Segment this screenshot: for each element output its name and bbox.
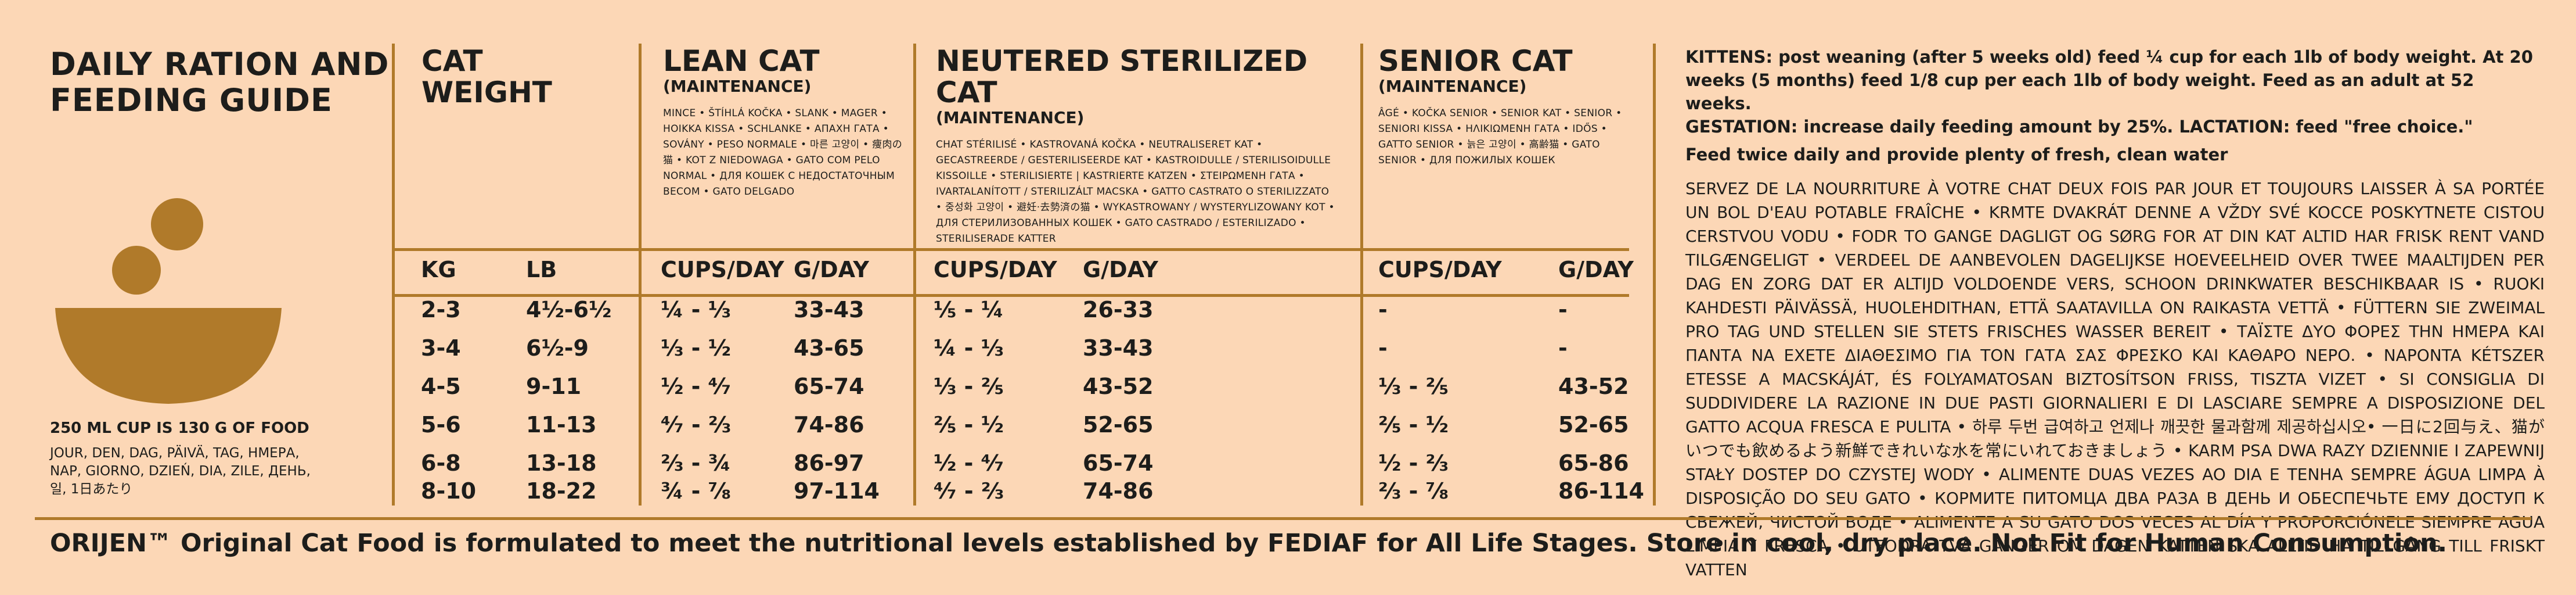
neutered-cups-header: CUPS/DAY bbox=[934, 257, 1057, 282]
table-row: 8-10 18-22 ¾ - ⅞ 97-114 ⁴⁄₇ - ⅔ 74-86 ⅔ … bbox=[0, 475, 1649, 507]
cell-lb: 18-22 bbox=[526, 478, 597, 504]
cell-lean-cups: ¼ - ⅓ bbox=[661, 297, 731, 322]
senior-cups-header: CUPS/DAY bbox=[1378, 257, 1502, 282]
lean-cups-header: CUPS/DAY bbox=[661, 257, 784, 282]
cell-neutered-g: 26-33 bbox=[1083, 297, 1154, 322]
twice-daily-translations: SERVEZ DE LA NOURRITURE À VOTRE CHAT DEU… bbox=[1685, 179, 2545, 579]
cell-lean-cups: ⅓ - ½ bbox=[661, 335, 731, 361]
footer-statement: ORIJEN™ Original Cat Food is formulated … bbox=[50, 529, 2447, 558]
cell-senior-g: - bbox=[1558, 297, 1568, 322]
unit-lb: LB bbox=[526, 257, 557, 282]
cell-senior-cups: - bbox=[1378, 335, 1388, 361]
cup-note: 250 ML CUP IS 130 G OF FOOD bbox=[50, 420, 309, 437]
cell-lb: 13-18 bbox=[526, 450, 597, 476]
cup-note-translations: JOUR, DEN, DAG, PÄIVÄ, TAG, ΗΜΕΡΑ, NAP, … bbox=[50, 446, 311, 497]
cell-lb: 9-11 bbox=[526, 374, 582, 399]
cell-kg: 5-6 bbox=[421, 412, 461, 438]
unit-kg: KG bbox=[421, 257, 456, 282]
cell-lean-cups: ⁴⁄₇ - ⅔ bbox=[661, 412, 732, 438]
divider bbox=[1653, 44, 1656, 506]
senior-g-header: G/DAY bbox=[1558, 257, 1634, 282]
cell-neutered-cups: ⅖ - ½ bbox=[934, 412, 1004, 438]
cell-lean-g: 74-86 bbox=[794, 412, 864, 438]
cell-senior-g: - bbox=[1558, 335, 1568, 361]
cell-neutered-g: 43-52 bbox=[1083, 374, 1154, 399]
table-header-rule bbox=[392, 248, 1629, 251]
table-row: 6-8 13-18 ⅔ - ¾ 86-97 ½ - ⁴⁄₇ 65-74 ½ - … bbox=[0, 447, 1649, 479]
cell-kg: 8-10 bbox=[421, 478, 477, 504]
weight-column-title: CAT WEIGHT bbox=[421, 44, 552, 109]
table-body-rule bbox=[392, 294, 1629, 297]
cell-neutered-g: 65-74 bbox=[1083, 450, 1154, 476]
divider bbox=[639, 44, 642, 506]
cell-lean-g: 97-114 bbox=[794, 478, 880, 504]
cell-lb: 6½-9 bbox=[526, 335, 589, 361]
neutered-g-header: G/DAY bbox=[1083, 257, 1158, 282]
divider bbox=[1360, 44, 1363, 506]
divider bbox=[913, 44, 916, 506]
bowl-with-kibble-icon bbox=[55, 198, 282, 404]
cell-lb: 4½-6½ bbox=[526, 297, 612, 322]
cell-neutered-cups: ⁴⁄₇ - ⅔ bbox=[934, 478, 1004, 504]
cell-senior-cups: ⅖ - ½ bbox=[1378, 412, 1449, 438]
cell-neutered-cups: ⅕ - ¼ bbox=[934, 297, 1004, 322]
cell-lean-g: 86-97 bbox=[794, 450, 864, 476]
cell-lb: 11-13 bbox=[526, 412, 597, 438]
cell-neutered-g: 74-86 bbox=[1083, 478, 1154, 504]
divider bbox=[392, 44, 395, 506]
cell-lean-g: 33-43 bbox=[794, 297, 864, 322]
page-title: DAILY RATION AND FEEDING GUIDE bbox=[50, 46, 390, 119]
cell-senior-cups: ½ - ⅔ bbox=[1378, 450, 1449, 476]
cell-neutered-cups: ¼ - ⅓ bbox=[934, 335, 1004, 361]
table-row: 5-6 11-13 ⁴⁄₇ - ⅔ 74-86 ⅖ - ½ 52-65 ⅖ - … bbox=[0, 408, 1649, 441]
kittens-note: KITTENS: post weaning (after 5 weeks old… bbox=[1685, 47, 2533, 113]
cell-kg: 2-3 bbox=[421, 297, 461, 322]
table-row: 3-4 6½-9 ⅓ - ½ 43-65 ¼ - ⅓ 33-43 - - bbox=[0, 332, 1649, 364]
cell-neutered-g: 33-43 bbox=[1083, 335, 1154, 361]
footer-rule bbox=[35, 517, 2531, 520]
cell-senior-cups: ⅓ - ⅖ bbox=[1378, 374, 1449, 399]
feeding-notes: KITTENS: post weaning (after 5 weeks old… bbox=[1685, 45, 2545, 582]
table-row: 4-5 9-11 ½ - ⁴⁄₇ 65-74 ⅓ - ⅖ 43-52 ⅓ - ⅖… bbox=[0, 370, 1649, 403]
cell-senior-cups: ⅔ - ⅞ bbox=[1378, 478, 1449, 504]
gestation-note: GESTATION: increase daily feeding amount… bbox=[1685, 117, 2473, 137]
table-row: 2-3 4½-6½ ¼ - ⅓ 33-43 ⅕ - ¼ 26-33 - - bbox=[0, 293, 1649, 326]
cell-kg: 3-4 bbox=[421, 335, 461, 361]
cell-lean-g: 65-74 bbox=[794, 374, 864, 399]
cell-lean-cups: ⅔ - ¾ bbox=[661, 450, 731, 476]
cell-senior-g: 65-86 bbox=[1558, 450, 1629, 476]
cell-lean-g: 43-65 bbox=[794, 335, 864, 361]
cell-senior-g: 52-65 bbox=[1558, 412, 1629, 438]
cell-neutered-cups: ½ - ⁴⁄₇ bbox=[934, 450, 1004, 476]
lean-g-header: G/DAY bbox=[794, 257, 869, 282]
cell-senior-g: 43-52 bbox=[1558, 374, 1629, 399]
cell-kg: 4-5 bbox=[421, 374, 461, 399]
cell-lean-cups: ¾ - ⅞ bbox=[661, 478, 731, 504]
twice-daily-note: Feed twice daily and provide plenty of f… bbox=[1685, 145, 2228, 164]
cell-neutered-cups: ⅓ - ⅖ bbox=[934, 374, 1004, 399]
senior-column-header: SENIOR CAT (MAINTENANCE) ÂGÉ • KOČKA SEN… bbox=[1378, 44, 1622, 166]
lean-column-header: LEAN CAT (MAINTENANCE) MINCE • ŠTÍHLÁ KO… bbox=[663, 44, 903, 198]
cell-senior-g: 86-114 bbox=[1558, 478, 1644, 504]
neutered-column-header: NEUTERED STERILIZED CAT (MAINTENANCE) CH… bbox=[936, 44, 1335, 245]
cell-kg: 6-8 bbox=[421, 450, 461, 476]
cell-neutered-g: 52-65 bbox=[1083, 412, 1154, 438]
cell-senior-cups: - bbox=[1378, 297, 1388, 322]
cell-lean-cups: ½ - ⁴⁄₇ bbox=[661, 374, 732, 399]
